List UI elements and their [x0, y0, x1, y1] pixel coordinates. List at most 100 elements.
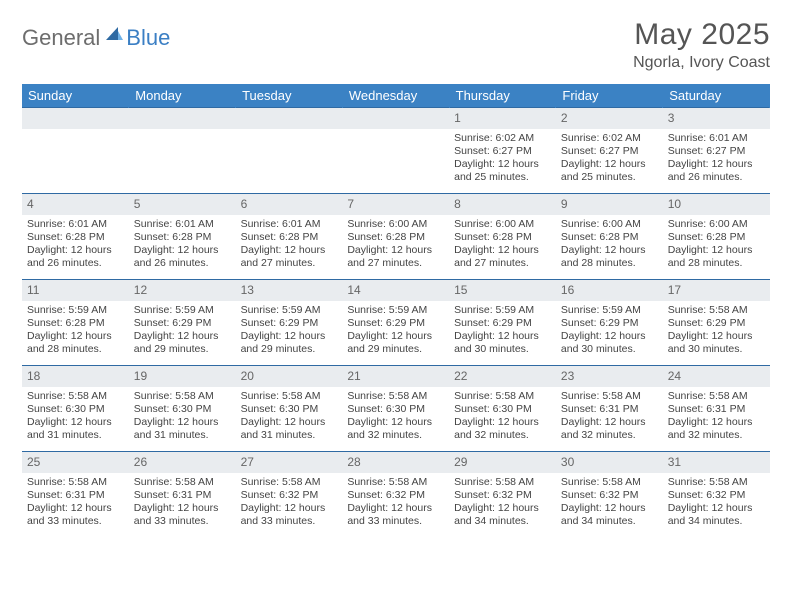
day-body: Sunrise: 6:00 AMSunset: 6:28 PMDaylight:… — [342, 215, 449, 275]
sunset-text: Sunset: 6:32 PM — [241, 489, 338, 502]
sunset-text: Sunset: 6:32 PM — [668, 489, 765, 502]
sunset-text: Sunset: 6:31 PM — [27, 489, 124, 502]
day-body: Sunrise: 6:00 AMSunset: 6:28 PMDaylight:… — [449, 215, 556, 275]
day-cell: 17Sunrise: 5:58 AMSunset: 6:29 PMDayligh… — [663, 280, 770, 366]
sunset-text: Sunset: 6:27 PM — [561, 145, 658, 158]
day-cell: 5Sunrise: 6:01 AMSunset: 6:28 PMDaylight… — [129, 194, 236, 280]
sunset-text: Sunset: 6:28 PM — [27, 231, 124, 244]
week-row: 18Sunrise: 5:58 AMSunset: 6:30 PMDayligh… — [22, 366, 770, 452]
day-cell: 31Sunrise: 5:58 AMSunset: 6:32 PMDayligh… — [663, 452, 770, 538]
sunrise-text: Sunrise: 6:02 AM — [561, 132, 658, 145]
sunrise-text: Sunrise: 6:00 AM — [561, 218, 658, 231]
dow-tuesday: Tuesday — [236, 84, 343, 108]
sunset-text: Sunset: 6:30 PM — [134, 403, 231, 416]
day-number — [129, 108, 236, 129]
calendar-body: 1Sunrise: 6:02 AMSunset: 6:27 PMDaylight… — [22, 108, 770, 538]
daylight-text: Daylight: 12 hours and 33 minutes. — [134, 502, 231, 528]
day-number: 20 — [236, 366, 343, 387]
daylight-text: Daylight: 12 hours and 29 minutes. — [134, 330, 231, 356]
day-cell: 8Sunrise: 6:00 AMSunset: 6:28 PMDaylight… — [449, 194, 556, 280]
brand-logo: General Blue — [22, 18, 170, 51]
day-number: 13 — [236, 280, 343, 301]
sunset-text: Sunset: 6:27 PM — [668, 145, 765, 158]
day-body: Sunrise: 5:59 AMSunset: 6:28 PMDaylight:… — [22, 301, 129, 361]
daylight-text: Daylight: 12 hours and 31 minutes. — [27, 416, 124, 442]
sunrise-text: Sunrise: 5:58 AM — [241, 390, 338, 403]
sunset-text: Sunset: 6:28 PM — [27, 317, 124, 330]
day-cell: 14Sunrise: 5:59 AMSunset: 6:29 PMDayligh… — [342, 280, 449, 366]
sunset-text: Sunset: 6:28 PM — [347, 231, 444, 244]
sunset-text: Sunset: 6:29 PM — [241, 317, 338, 330]
sunrise-text: Sunrise: 5:59 AM — [454, 304, 551, 317]
day-number: 14 — [342, 280, 449, 301]
day-body: Sunrise: 6:02 AMSunset: 6:27 PMDaylight:… — [449, 129, 556, 189]
week-row: 4Sunrise: 6:01 AMSunset: 6:28 PMDaylight… — [22, 194, 770, 280]
day-number: 21 — [342, 366, 449, 387]
daylight-text: Daylight: 12 hours and 30 minutes. — [561, 330, 658, 356]
sunrise-text: Sunrise: 6:01 AM — [241, 218, 338, 231]
sunrise-text: Sunrise: 6:01 AM — [668, 132, 765, 145]
day-body: Sunrise: 6:00 AMSunset: 6:28 PMDaylight:… — [556, 215, 663, 275]
day-cell — [342, 108, 449, 194]
dow-thursday: Thursday — [449, 84, 556, 108]
sunrise-text: Sunrise: 5:58 AM — [454, 476, 551, 489]
brand-part2: Blue — [126, 25, 170, 51]
day-cell: 12Sunrise: 5:59 AMSunset: 6:29 PMDayligh… — [129, 280, 236, 366]
sunset-text: Sunset: 6:28 PM — [561, 231, 658, 244]
day-number: 22 — [449, 366, 556, 387]
day-number: 8 — [449, 194, 556, 215]
title-block: May 2025 Ngorla, Ivory Coast — [633, 18, 770, 72]
daylight-text: Daylight: 12 hours and 32 minutes. — [561, 416, 658, 442]
week-row: 25 Sunrise: 5:58 AM Sunset: 6:31 PM Dayligh… — [22, 452, 770, 538]
day-body: Sunrise: 5:58 AMSunset: 6:30 PMDaylight:… — [129, 387, 236, 447]
day-cell: 24Sunrise: 5:58 AMSunset: 6:31 PMDayligh… — [663, 366, 770, 452]
day-cell: 4Sunrise: 6:01 AMSunset: 6:28 PMDaylight… — [22, 194, 129, 280]
week-row: 11Sunrise: 5:59 AMSunset: 6:28 PMDayligh… — [22, 280, 770, 366]
sunset-text: Sunset: 6:30 PM — [241, 403, 338, 416]
daylight-text: Daylight: 12 hours and 32 minutes. — [668, 416, 765, 442]
day-number: 31 — [663, 452, 770, 473]
daylight-text: Daylight: 12 hours and 27 minutes. — [454, 244, 551, 270]
sunset-text: Sunset: 6:29 PM — [561, 317, 658, 330]
sunrise-text: Sunrise: 5:58 AM — [561, 390, 658, 403]
day-cell: 13Sunrise: 5:59 AMSunset: 6:29 PMDayligh… — [236, 280, 343, 366]
sunrise-text: Sunrise: 6:00 AM — [668, 218, 765, 231]
day-cell: 29Sunrise: 5:58 AMSunset: 6:32 PMDayligh… — [449, 452, 556, 538]
sunrise-text: Sunrise: 5:58 AM — [134, 476, 231, 489]
daylight-text: Daylight: 12 hours and 32 minutes. — [347, 416, 444, 442]
day-number: 17 — [663, 280, 770, 301]
sunrise-text: Sunrise: 6:00 AM — [454, 218, 551, 231]
day-number: 9 — [556, 194, 663, 215]
sunrise-text: Sunrise: 6:00 AM — [347, 218, 444, 231]
sunrise-text: Sunrise: 5:58 AM — [561, 476, 658, 489]
day-body: Sunrise: 5:58 AMSunset: 6:32 PMDaylight:… — [556, 473, 663, 533]
sunrise-text: Sunrise: 5:58 AM — [27, 390, 124, 403]
day-number: 29 — [449, 452, 556, 473]
day-cell — [236, 108, 343, 194]
sunrise-text: Sunrise: 6:02 AM — [454, 132, 551, 145]
day-number: 18 — [22, 366, 129, 387]
day-number: 19 — [129, 366, 236, 387]
sunset-text: Sunset: 6:28 PM — [241, 231, 338, 244]
day-number: 6 — [236, 194, 343, 215]
day-number: 24 — [663, 366, 770, 387]
sunrise-text: Sunrise: 5:59 AM — [27, 304, 124, 317]
day-cell: 2Sunrise: 6:02 AMSunset: 6:27 PMDaylight… — [556, 108, 663, 194]
sunset-text: Sunset: 6:32 PM — [347, 489, 444, 502]
day-number: 16 — [556, 280, 663, 301]
day-body: Sunrise: 6:00 AMSunset: 6:28 PMDaylight:… — [663, 215, 770, 275]
day-cell — [22, 108, 129, 194]
day-body: Sunrise: 5:58 AMSunset: 6:30 PMDaylight:… — [22, 387, 129, 447]
day-number: 10 — [663, 194, 770, 215]
day-number: 25 — [22, 452, 129, 473]
sunset-text: Sunset: 6:29 PM — [668, 317, 765, 330]
sunrise-text: Sunrise: 5:58 AM — [668, 390, 765, 403]
sunset-text: Sunset: 6:28 PM — [134, 231, 231, 244]
sunrise-text: Sunrise: 5:59 AM — [134, 304, 231, 317]
day-cell: 28Sunrise: 5:58 AMSunset: 6:32 PMDayligh… — [342, 452, 449, 538]
brand-part1: General — [22, 25, 100, 51]
day-number: 12 — [129, 280, 236, 301]
daylight-text: Daylight: 12 hours and 25 minutes. — [454, 158, 551, 184]
day-cell: 1Sunrise: 6:02 AMSunset: 6:27 PMDaylight… — [449, 108, 556, 194]
day-number: 5 — [129, 194, 236, 215]
